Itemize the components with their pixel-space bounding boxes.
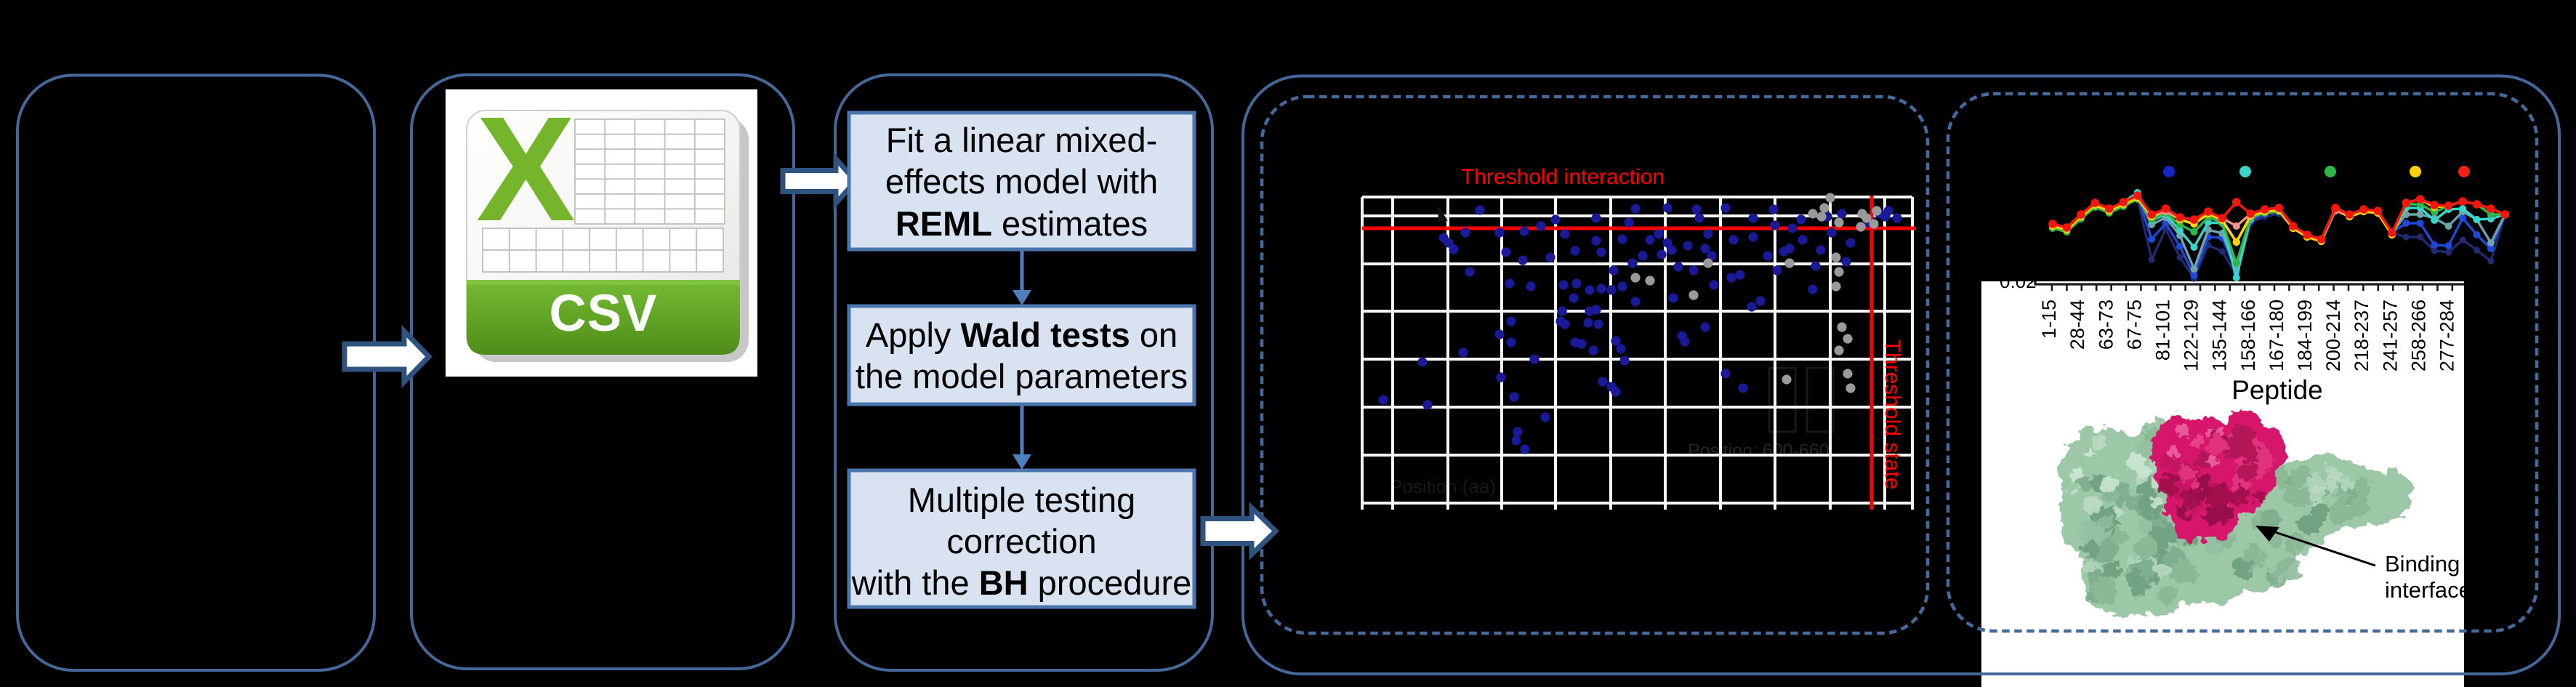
svg-text:122-129: 122-129: [2181, 300, 2202, 371]
svg-text:135-144: 135-144: [2209, 300, 2231, 371]
svg-text:0.02: 0.02: [2000, 270, 2037, 292]
svg-text:Multiple testing: Multiple testing: [908, 481, 1136, 519]
svg-text:158-166: 158-166: [2237, 300, 2259, 371]
svg-text:X: X: [476, 86, 576, 252]
svg-text:Threshold interaction: Threshold interaction: [1461, 165, 1665, 189]
svg-text:the model parameters: the model parameters: [856, 357, 1188, 395]
svg-text:218-237: 218-237: [2351, 300, 2372, 371]
svg-text:167-180: 167-180: [2266, 300, 2287, 371]
svg-text:REML estimates: REML estimates: [895, 204, 1148, 243]
svg-text:Position (aa): Position (aa): [1390, 475, 1496, 497]
svg-text:Peptide: Peptide: [2231, 375, 2323, 405]
svg-text:correction: correction: [946, 522, 1096, 561]
svg-text:67-75: 67-75: [2123, 300, 2145, 350]
svg-text:184-199: 184-199: [2294, 300, 2316, 371]
svg-text:277-284: 277-284: [2436, 300, 2458, 371]
svg-text:Position: 600-660: Position: 600-660: [1688, 441, 1830, 461]
svg-text:CSV: CSV: [550, 285, 658, 342]
svg-text:Threshold state: Threshold state: [1880, 340, 1904, 490]
svg-text:81-101: 81-101: [2152, 300, 2174, 361]
svg-text:Fit a linear mixed-: Fit a linear mixed-: [886, 121, 1158, 159]
svg-text:Apply Wald tests on: Apply Wald tests on: [866, 316, 1178, 354]
svg-text:interface: interface: [2385, 577, 2471, 603]
svg-text:63-73: 63-73: [2095, 300, 2117, 350]
svg-text:with the BH procedure: with the BH procedure: [851, 563, 1192, 602]
svg-text:258-266: 258-266: [2407, 300, 2429, 371]
svg-text:Binding: Binding: [2385, 551, 2460, 576]
svg-text:1-15: 1-15: [2038, 300, 2060, 339]
svg-text:28-44: 28-44: [2066, 300, 2088, 350]
svg-text:241-257: 241-257: [2379, 300, 2401, 371]
svg-text:effects model with: effects model with: [885, 162, 1158, 201]
svg-text:200-214: 200-214: [2322, 300, 2344, 371]
